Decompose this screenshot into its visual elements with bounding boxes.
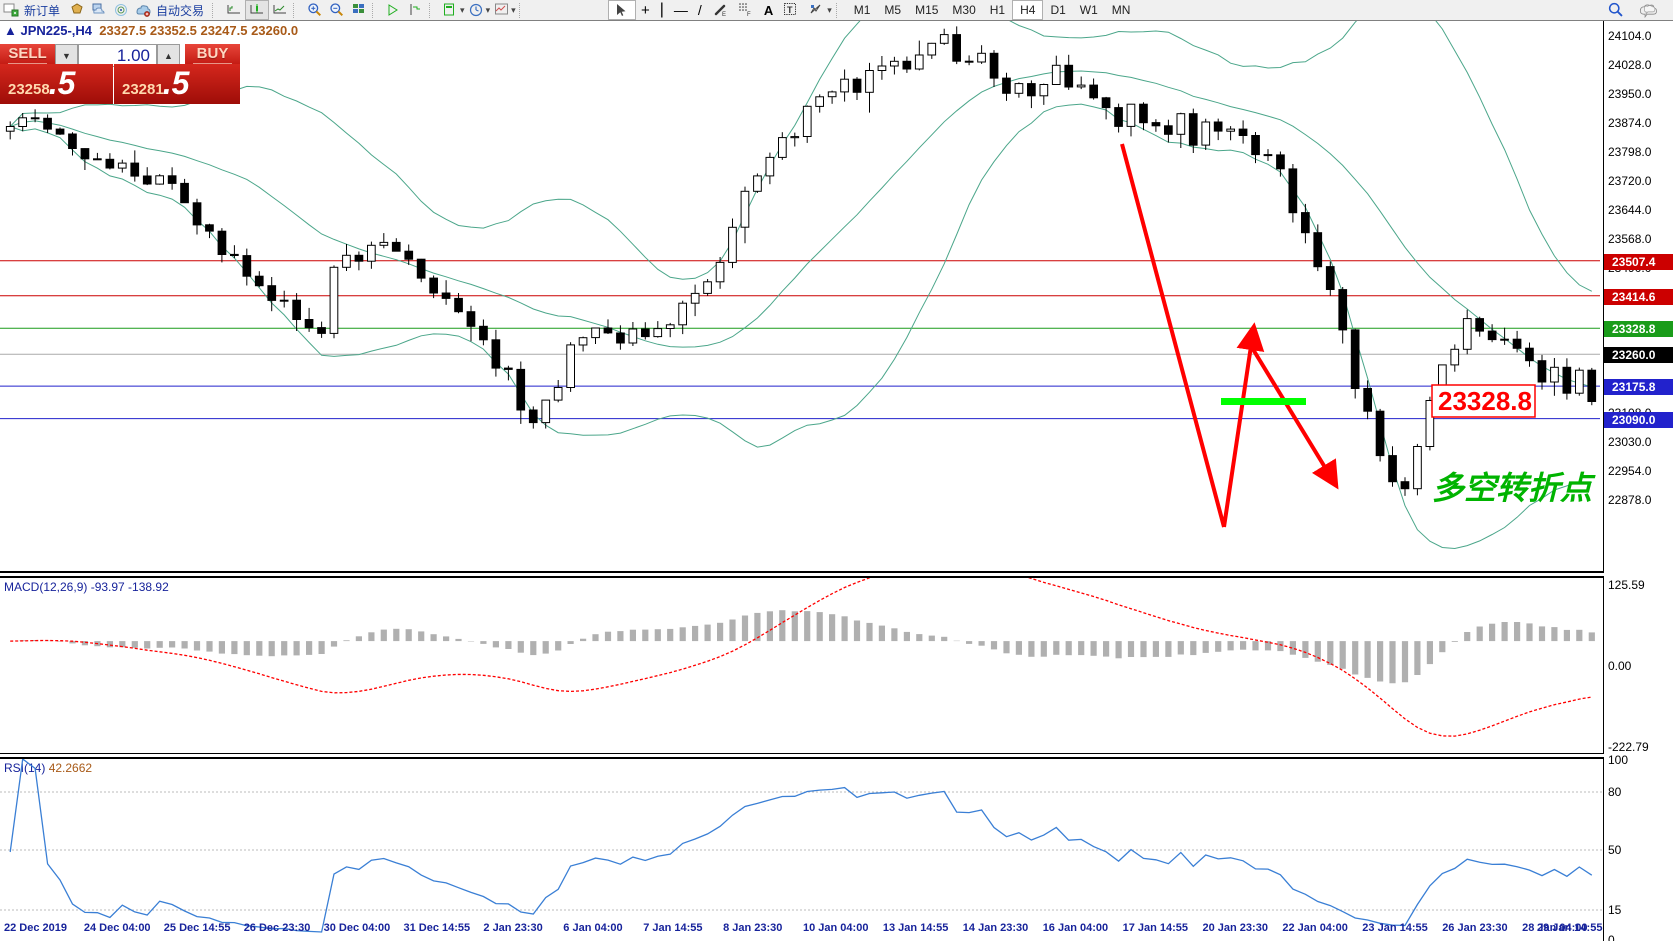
svg-text:多空转折点: 多空转折点 <box>1432 470 1596 506</box>
svg-text:23328.8: 23328.8 <box>1438 386 1532 416</box>
svg-text:E: E <box>722 12 726 18</box>
svg-text:F: F <box>747 12 751 18</box>
svg-text:T: T <box>787 5 793 15</box>
